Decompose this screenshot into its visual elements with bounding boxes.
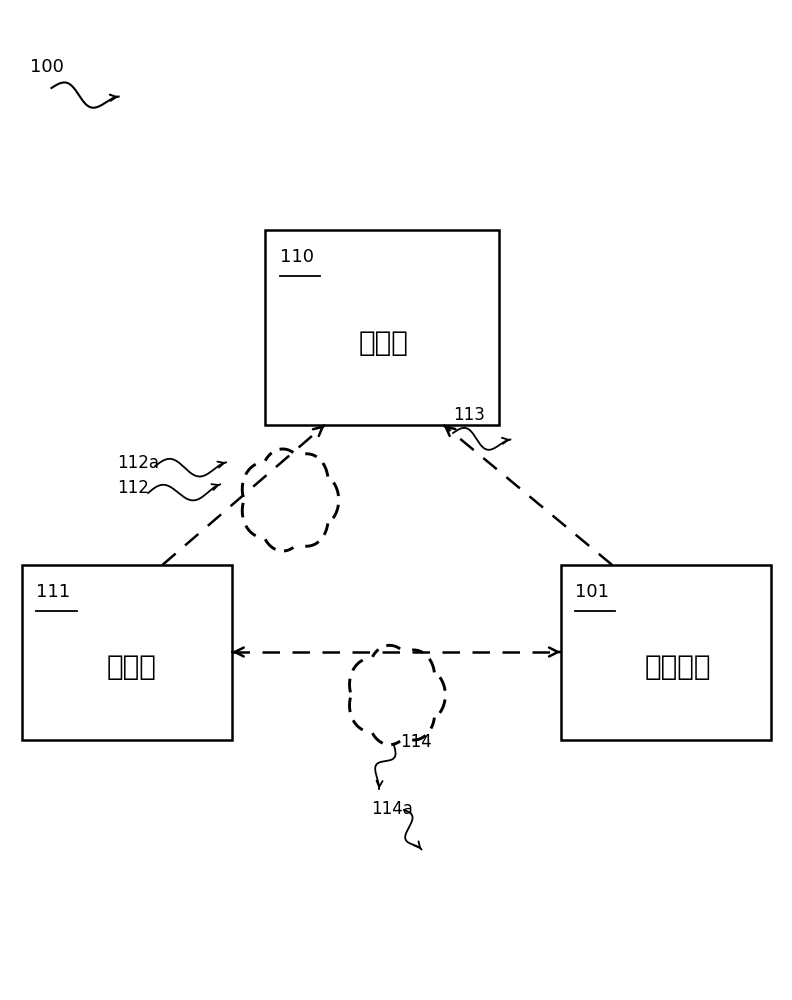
Text: 112: 112 (117, 479, 149, 497)
Text: 客户端: 客户端 (359, 329, 409, 357)
Text: 114: 114 (400, 733, 432, 751)
Text: 113: 113 (453, 406, 485, 424)
Text: 111: 111 (36, 583, 70, 601)
Bar (561, 565, 771, 740)
Text: 112a: 112a (117, 454, 159, 472)
Bar (265, 230, 499, 425)
Text: 101: 101 (575, 583, 609, 601)
Text: 听力设备: 听力设备 (645, 652, 711, 680)
Text: 100: 100 (30, 58, 64, 76)
Text: 114a: 114a (371, 800, 413, 818)
Text: 110: 110 (280, 248, 314, 266)
Bar (22, 565, 232, 740)
Text: 服务器: 服务器 (106, 652, 156, 680)
